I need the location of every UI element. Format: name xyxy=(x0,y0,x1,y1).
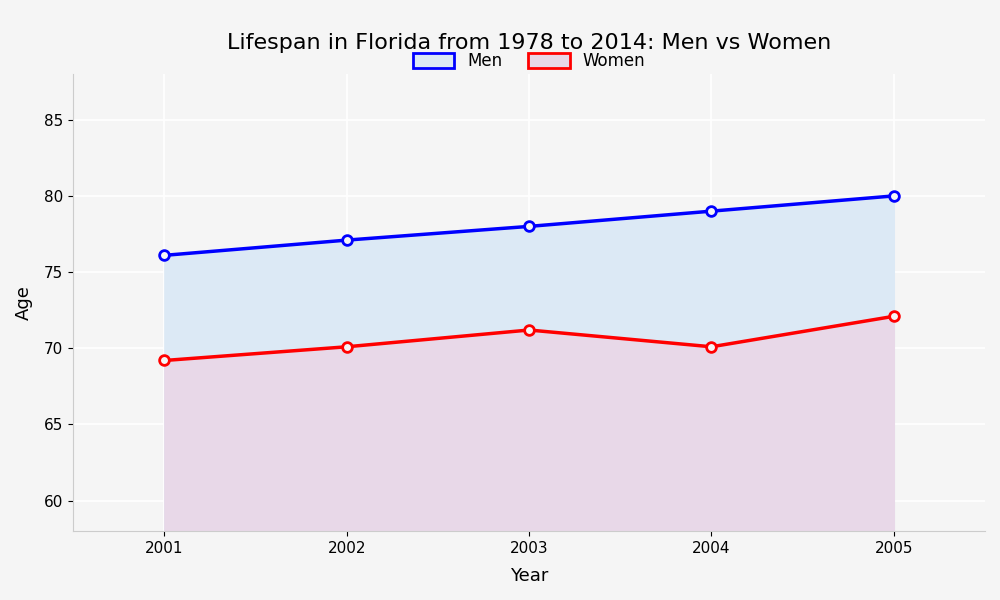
X-axis label: Year: Year xyxy=(510,567,548,585)
Y-axis label: Age: Age xyxy=(15,285,33,320)
Title: Lifespan in Florida from 1978 to 2014: Men vs Women: Lifespan in Florida from 1978 to 2014: M… xyxy=(227,33,831,53)
Legend: Men, Women: Men, Women xyxy=(406,46,652,77)
